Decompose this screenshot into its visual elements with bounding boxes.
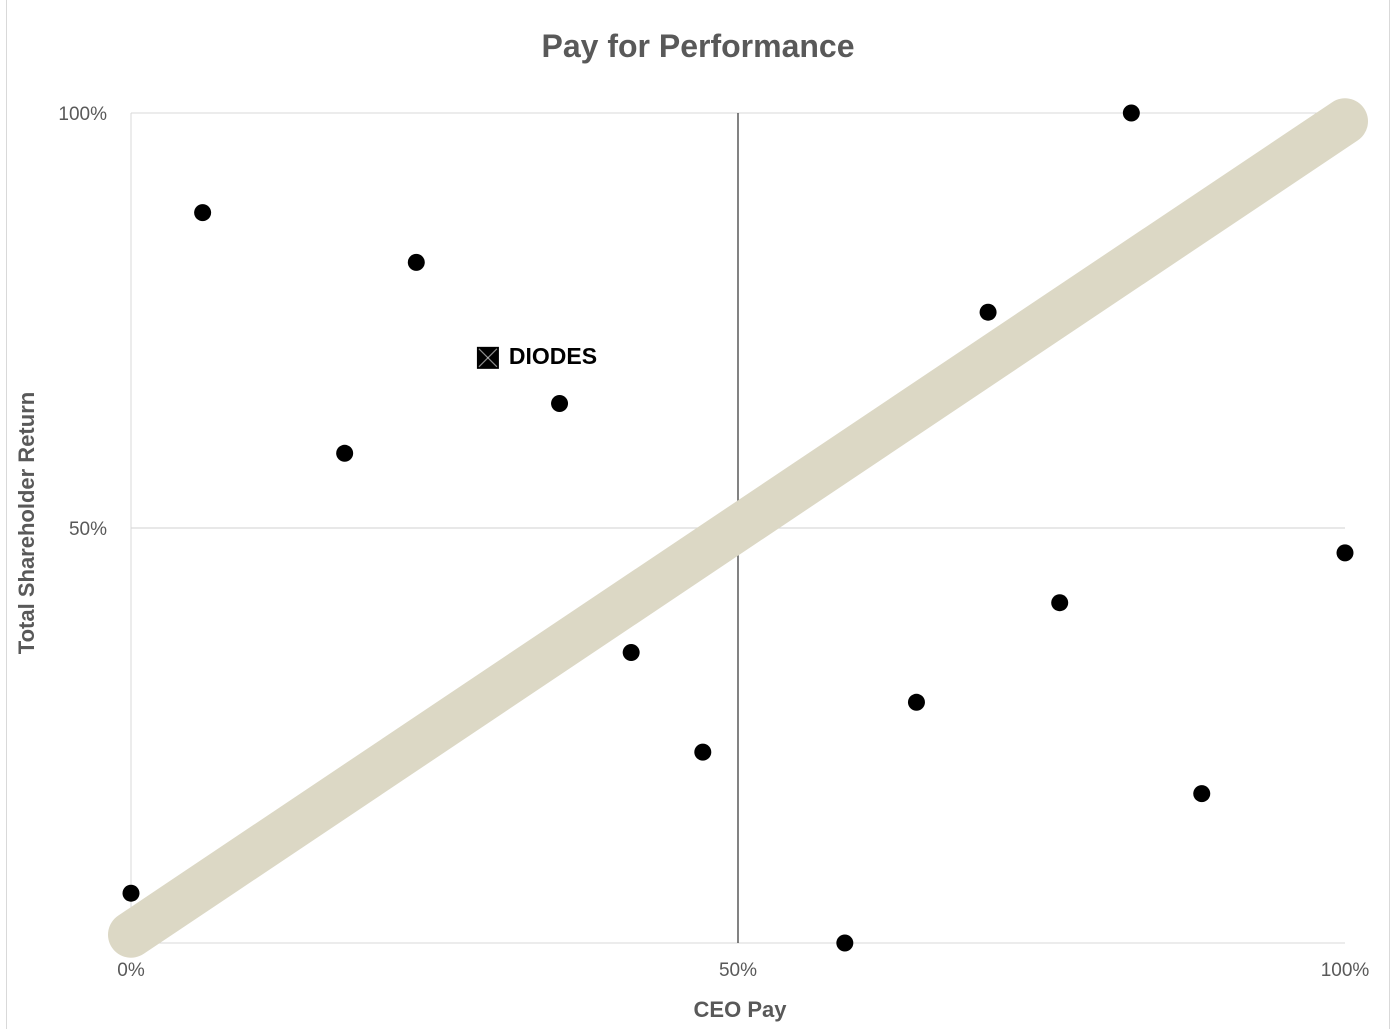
- chart-title: Pay for Performance: [541, 28, 855, 64]
- data-point: [836, 934, 854, 952]
- data-point: [694, 743, 712, 761]
- data-point: [1336, 544, 1354, 562]
- x-tick-label: 0%: [117, 960, 145, 981]
- data-point: [336, 444, 354, 462]
- highlight-point-label: DIODES: [509, 343, 597, 369]
- data-point: [1122, 104, 1140, 122]
- data-point: [1193, 785, 1211, 803]
- data-point: [907, 693, 925, 711]
- y-tick-label: 50%: [69, 519, 107, 540]
- x-axis-title: CEO Pay: [693, 997, 787, 1022]
- data-point: [979, 303, 997, 321]
- y-tick-label: 100%: [58, 104, 107, 125]
- data-point: [622, 644, 640, 661]
- trend-band: [108, 98, 1368, 958]
- x-tick-label: 100%: [1321, 960, 1370, 981]
- axis-ticks: 0% 50% 100% 50% 100%: [58, 104, 1369, 981]
- y-axis-title: Total Shareholder Return: [14, 391, 39, 655]
- data-point: [551, 395, 569, 412]
- data-point: [194, 204, 212, 222]
- highlight-point: DIODES: [476, 343, 597, 369]
- chart-frame: [6, 0, 1390, 1029]
- data-point: [407, 253, 425, 271]
- data-point: [122, 884, 140, 902]
- data-point: [1051, 594, 1069, 612]
- data-points: DIODES: [122, 104, 1354, 952]
- x-tick-label: 50%: [719, 960, 757, 981]
- highlight-marker-x: [478, 348, 498, 368]
- trend-band-line: [108, 98, 1368, 958]
